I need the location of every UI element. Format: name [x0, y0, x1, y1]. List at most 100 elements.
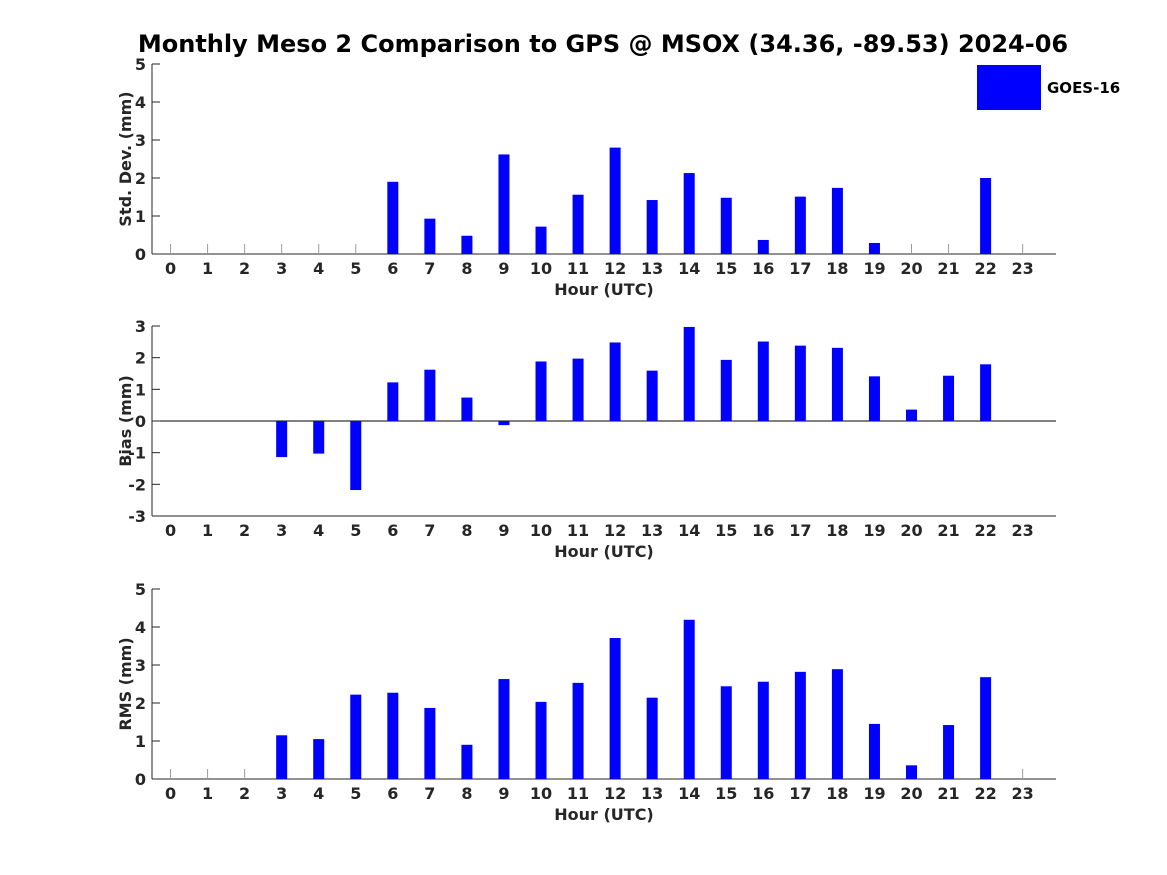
- x-tick-label: 6: [387, 521, 398, 540]
- x-axis-label: Hour (UTC): [554, 805, 654, 824]
- bar-hour-9: [498, 421, 510, 426]
- legend: GOES-16: [977, 65, 1120, 110]
- bar-hour-7: [424, 707, 436, 779]
- x-tick-label: 10: [530, 259, 552, 278]
- bar-hour-21: [943, 375, 955, 421]
- y-tick-label: 3: [135, 131, 146, 150]
- legend-label: GOES-16: [1047, 79, 1120, 97]
- bar-hour-17: [794, 671, 806, 779]
- x-tick-label: 2: [239, 784, 250, 803]
- y-tick-label: 2: [135, 349, 146, 368]
- y-tick-label: 0: [135, 770, 146, 789]
- x-tick-label: 17: [789, 784, 811, 803]
- bar-hour-16: [757, 341, 769, 421]
- x-tick-label: 20: [900, 784, 922, 803]
- bar-hour-21: [943, 725, 955, 779]
- x-tick-label: 22: [974, 784, 996, 803]
- x-tick-label: 20: [900, 521, 922, 540]
- bar-hour-9: [498, 154, 510, 254]
- y-axis-label: Std. Dev. (mm): [116, 91, 135, 226]
- bar-hour-13: [646, 697, 658, 779]
- x-tick-label: 1: [202, 784, 213, 803]
- x-tick-label: 14: [678, 259, 700, 278]
- x-tick-label: 12: [604, 259, 626, 278]
- bar-hour-5: [350, 694, 362, 779]
- x-tick-label: 16: [752, 784, 774, 803]
- bar-hour-11: [572, 682, 584, 779]
- x-tick-label: 16: [752, 259, 774, 278]
- x-tick-label: 7: [424, 259, 435, 278]
- x-tick-label: 21: [937, 259, 959, 278]
- bar-hour-13: [646, 200, 658, 254]
- x-tick-label: 10: [530, 521, 552, 540]
- x-tick-label: 23: [1012, 784, 1034, 803]
- x-tick-label: 7: [424, 521, 435, 540]
- x-tick-label: 23: [1012, 521, 1034, 540]
- x-tick-label: 4: [313, 784, 324, 803]
- x-tick-label: 3: [276, 784, 287, 803]
- x-tick-label: 11: [567, 521, 589, 540]
- bar-hour-6: [387, 692, 399, 779]
- bar-hour-12: [609, 147, 621, 254]
- bar-hour-22: [980, 677, 992, 779]
- bar-hour-18: [831, 669, 843, 779]
- y-tick-label: 2: [135, 169, 146, 188]
- bar-hour-14: [683, 619, 695, 779]
- x-tick-label: 0: [165, 521, 176, 540]
- bar-hour-15: [720, 359, 732, 421]
- x-tick-label: 18: [826, 259, 848, 278]
- x-axis-label: Hour (UTC): [554, 280, 654, 299]
- x-tick-label: 2: [239, 259, 250, 278]
- x-tick-label: 8: [461, 784, 472, 803]
- x-tick-label: 3: [276, 521, 287, 540]
- x-tick-label: 14: [678, 521, 700, 540]
- x-tick-label: 5: [350, 521, 361, 540]
- x-tick-label: 6: [387, 259, 398, 278]
- x-tick-label: 1: [202, 259, 213, 278]
- bar-hour-13: [646, 370, 658, 421]
- bar-hour-3: [276, 735, 288, 779]
- x-tick-label: 15: [715, 521, 737, 540]
- x-tick-label: 10: [530, 784, 552, 803]
- x-tick-label: 17: [789, 521, 811, 540]
- bar-hour-11: [572, 194, 584, 254]
- x-tick-label: 23: [1012, 259, 1034, 278]
- bar-hour-15: [720, 686, 732, 779]
- bar-hour-8: [461, 397, 473, 421]
- y-tick-label: 5: [135, 55, 146, 74]
- bar-hour-8: [461, 235, 473, 254]
- x-tick-label: 15: [715, 259, 737, 278]
- y-axis-label: RMS (mm): [116, 637, 135, 730]
- x-tick-label: 19: [863, 784, 885, 803]
- x-tick-label: 22: [974, 521, 996, 540]
- bar-hour-7: [424, 218, 436, 254]
- x-tick-label: 4: [313, 521, 324, 540]
- bar-hour-4: [313, 421, 325, 454]
- x-tick-label: 18: [826, 521, 848, 540]
- bar-hour-19: [868, 723, 880, 779]
- y-tick-label: 3: [135, 656, 146, 675]
- bar-hour-3: [276, 421, 288, 458]
- x-tick-label: 16: [752, 521, 774, 540]
- x-tick-label: 14: [678, 784, 700, 803]
- bar-hour-10: [535, 226, 547, 254]
- x-tick-label: 9: [498, 259, 509, 278]
- x-tick-label: 18: [826, 784, 848, 803]
- x-tick-label: 3: [276, 259, 287, 278]
- x-tick-label: 6: [387, 784, 398, 803]
- bar-hour-14: [683, 173, 695, 254]
- bar-hour-4: [313, 739, 325, 779]
- x-tick-label: 11: [567, 784, 589, 803]
- bar-hour-15: [720, 197, 732, 254]
- x-tick-label: 9: [498, 784, 509, 803]
- x-tick-label: 22: [974, 259, 996, 278]
- y-tick-label: 1: [135, 207, 146, 226]
- x-tick-label: 5: [350, 784, 361, 803]
- bar-hour-22: [980, 178, 992, 254]
- x-tick-label: 12: [604, 521, 626, 540]
- y-tick-label: 1: [135, 732, 146, 751]
- bar-hour-6: [387, 382, 399, 421]
- bar-hour-17: [794, 345, 806, 421]
